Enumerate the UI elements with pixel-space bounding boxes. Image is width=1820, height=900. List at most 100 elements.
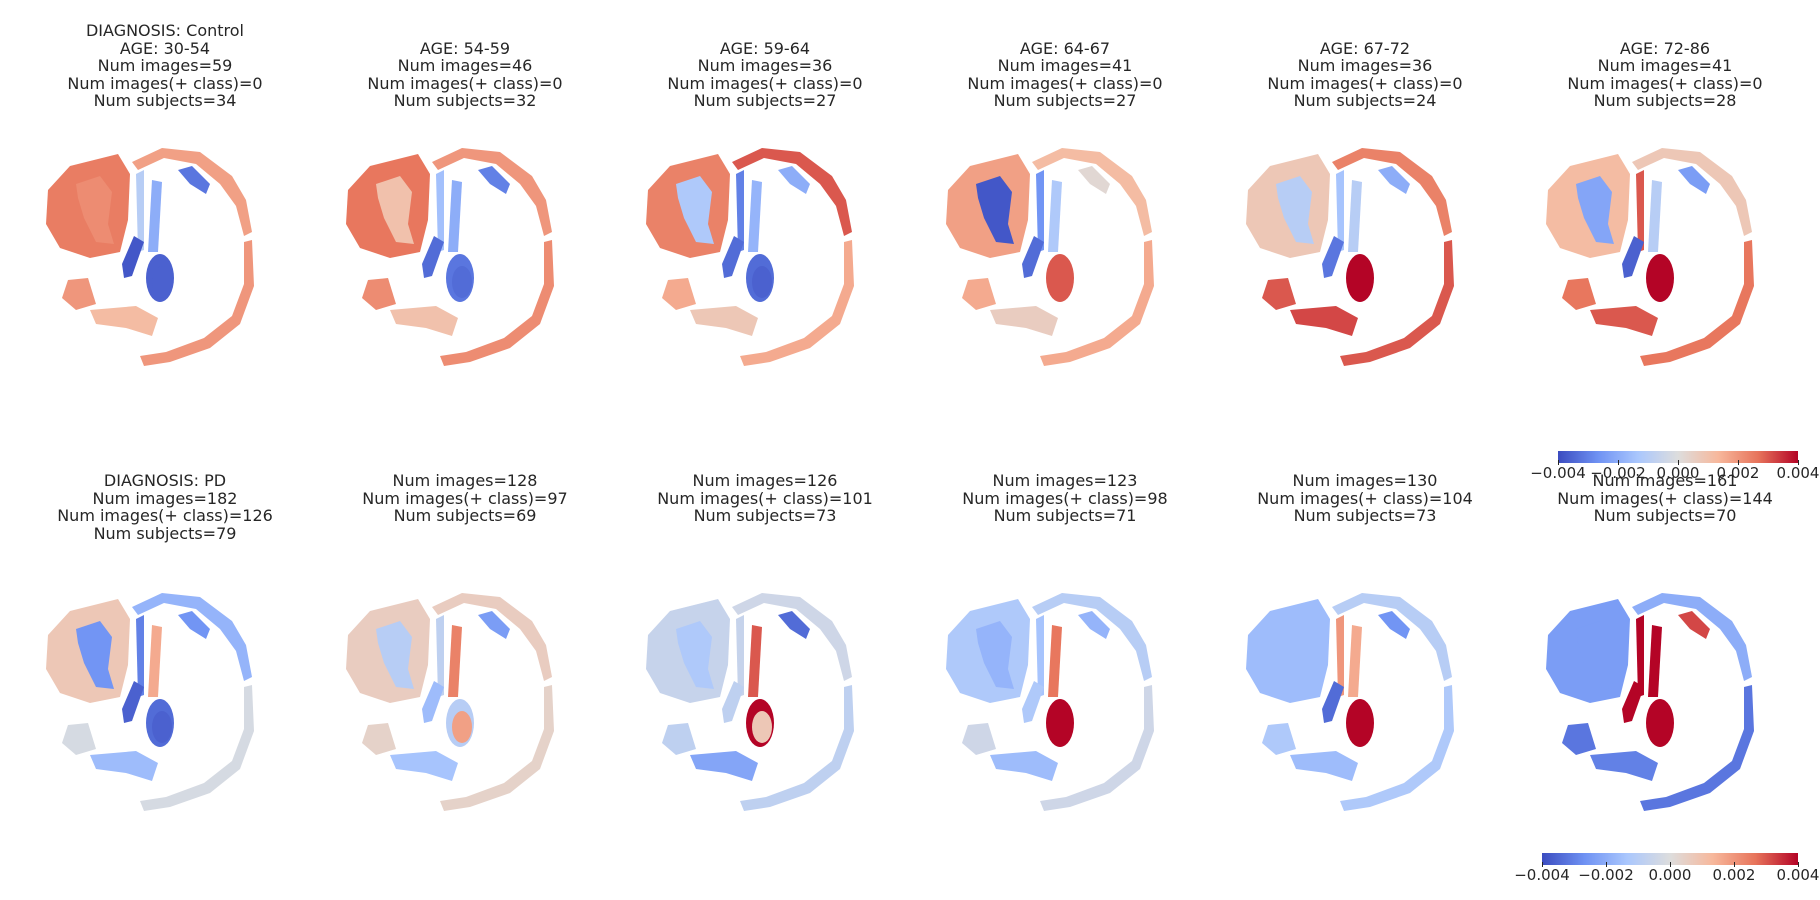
region-thalamus [752, 711, 772, 743]
region-cortex-front [432, 593, 552, 681]
colorbar-tick [1618, 460, 1619, 465]
region-cortex-back [140, 240, 254, 366]
num-images-label: Num images=126 [692, 471, 838, 490]
region-cerebellum-inner [1576, 621, 1614, 689]
region-cortex-front [1332, 148, 1452, 236]
region-brainstem [990, 306, 1058, 336]
brain-slice-map [1546, 593, 1754, 811]
region-cerebellum-inner [376, 176, 414, 244]
num-images-label: Num images=41 [997, 56, 1133, 76]
region-cortex-back [1340, 685, 1454, 811]
region-cortex-back [740, 685, 854, 811]
region-cerebellum-inner [976, 176, 1014, 244]
colorbar-tick-label: −0.004 [1530, 464, 1586, 482]
region-cerebellum-inner [76, 621, 114, 689]
region-thalamus [452, 266, 472, 298]
region-cerebellum-inner [676, 621, 714, 689]
region-cortex-back [740, 240, 854, 366]
region-caudate [722, 236, 744, 278]
panel-title: Num images=126 Num images(+ class)=101 Num… [615, 472, 915, 525]
region-cortex-lower [962, 723, 996, 755]
region-cortex-front [1332, 593, 1452, 681]
region-frontal-gyrus [178, 166, 210, 194]
region-brainstem [1590, 306, 1658, 336]
age-label: AGE: 72-86 [1619, 38, 1711, 58]
num-images-label: Num images=41 [1597, 56, 1733, 76]
region-ventricle-strip [736, 170, 744, 252]
brain-panel: Num images=130 Num images(+ class)=104 Num… [1215, 0, 1515, 900]
brain-slice-map [346, 593, 554, 811]
region-insula [1048, 625, 1062, 697]
region-cortex-back [140, 685, 254, 811]
region-cerebellum-inner [976, 621, 1014, 689]
region-frontal-gyrus [1678, 166, 1710, 194]
region-frontal-gyrus [178, 611, 210, 639]
region-ventricle-strip [136, 615, 144, 697]
colorbar-tick [1678, 460, 1679, 465]
region-brainstem [390, 751, 458, 781]
region-cortex-front [1032, 148, 1152, 236]
num-positive-label: Num images(+ class)=0 [1267, 73, 1463, 93]
region-insula [748, 625, 762, 697]
num-subjects-label: Num subjects=73 [693, 506, 837, 526]
age-label: AGE: 54-59 [419, 38, 511, 58]
colorbar-tick-label: 0.004 [1776, 866, 1820, 884]
num-positive-label: Num images(+ class)=97 [362, 488, 568, 508]
region-thalamus [752, 266, 772, 298]
num-positive-label: Num images(+ class)=144 [1557, 488, 1773, 508]
row-label: DIAGNOSIS: PD [103, 471, 227, 490]
region-cortex-front [732, 148, 852, 236]
region-insula [148, 625, 162, 697]
panel-title: Num images=128 Num images(+ class)=97 Num … [315, 472, 615, 525]
panel-title: AGE: 54-59 Num images=46 Num images(+ clas… [315, 38, 615, 110]
num-positive-label: Num images(+ class)=101 [657, 488, 873, 508]
region-cortex-front [1032, 593, 1152, 681]
region-cerebellum-inner [376, 621, 414, 689]
colorbar: −0.004 −0.002 0.000 0.002 0.004 [1530, 448, 1819, 488]
region-ventricle-strip [1036, 615, 1044, 697]
region-cerebellum-inner [1576, 176, 1614, 244]
brain-slice-map [946, 593, 1154, 811]
region-insula [1648, 180, 1662, 252]
region-cortex-back [1340, 240, 1454, 366]
region-frontal-gyrus [478, 166, 510, 194]
num-subjects-label: Num subjects=34 [93, 91, 237, 111]
region-cortex-front [732, 593, 852, 681]
region-cortex-lower [1262, 723, 1296, 755]
region-cortex-front [432, 148, 552, 236]
brain-panel: AGE: 59-64 Num images=36 Num images(+ clas… [615, 0, 915, 900]
region-cortex-front [132, 148, 252, 236]
age-label: AGE: 64-67 [1019, 38, 1111, 58]
num-images-label: Num images=130 [1292, 471, 1438, 490]
region-thalamus [1352, 266, 1372, 298]
region-ventricle-strip [136, 170, 144, 252]
region-cortex-back [1040, 685, 1154, 811]
region-insula [448, 180, 462, 252]
colorbar-tick [1798, 862, 1799, 867]
region-brainstem [690, 751, 758, 781]
region-frontal-gyrus [478, 611, 510, 639]
brain-panel: AGE: 72-86 Num images=41 Num images(+ clas… [1515, 0, 1815, 900]
num-subjects-label: Num subjects=28 [1593, 91, 1737, 111]
region-cerebellum-inner [676, 176, 714, 244]
colorbar-tick-label: −0.002 [1590, 464, 1646, 482]
region-ventricle-strip [1036, 170, 1044, 252]
region-brainstem [1290, 751, 1358, 781]
panel-title: Num images=130 Num images(+ class)=104 Num… [1215, 472, 1515, 525]
region-caudate [1622, 681, 1644, 723]
region-frontal-gyrus [1678, 611, 1710, 639]
region-caudate [1322, 681, 1344, 723]
brain-slice-map [46, 148, 254, 366]
num-images-label: Num images=46 [397, 56, 533, 76]
region-insula [1648, 625, 1662, 697]
age-label: AGE: 30-54 [119, 38, 211, 58]
colorbar-tick-label: 0.000 [1648, 866, 1692, 884]
colorbar-tick [1734, 862, 1735, 867]
brain-panel: DIAGNOSIS: PD Num images=182 Num images(+ … [15, 0, 315, 900]
region-brainstem [1290, 306, 1358, 336]
num-images-label: Num images=182 [92, 488, 238, 508]
region-caudate [422, 236, 444, 278]
region-cerebellum-inner [1276, 176, 1314, 244]
panel-title: AGE: 59-64 Num images=36 Num images(+ clas… [615, 38, 915, 110]
age-label: AGE: 59-64 [719, 38, 811, 58]
